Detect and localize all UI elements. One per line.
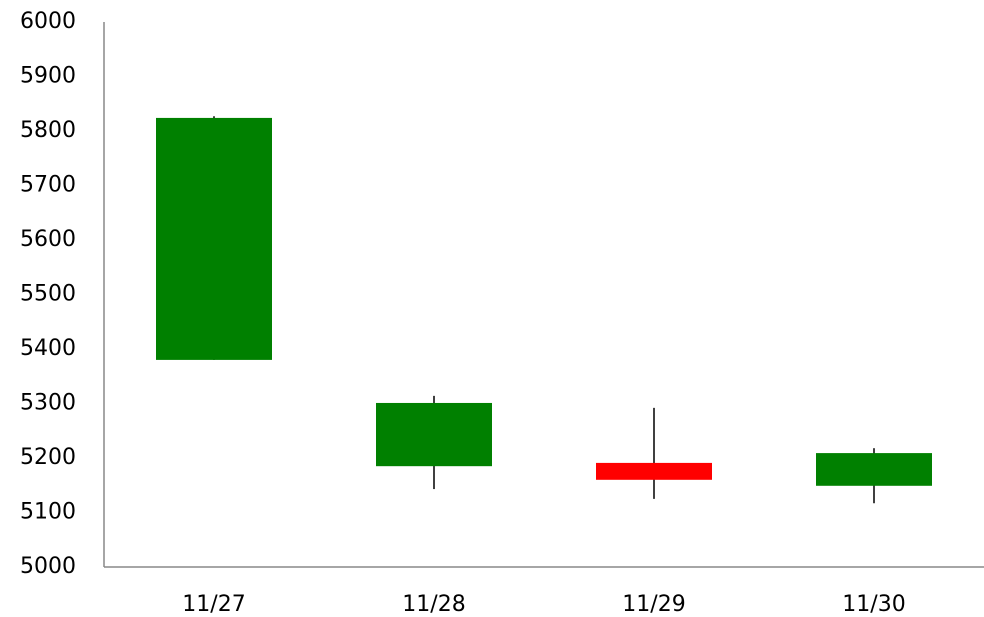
y-tick-label: 5100 bbox=[20, 500, 76, 525]
y-tick-label: 5300 bbox=[20, 391, 76, 416]
y-tick-label: 5000 bbox=[20, 554, 76, 579]
candle-body bbox=[156, 117, 272, 360]
x-tick-label: 11/29 bbox=[622, 592, 685, 617]
candle-body bbox=[376, 402, 492, 467]
y-tick-label: 5900 bbox=[20, 64, 76, 89]
x-tick-label: 11/30 bbox=[842, 592, 905, 617]
y-tick-label: 5700 bbox=[20, 173, 76, 198]
y-tick-label: 5400 bbox=[20, 336, 76, 361]
x-tick-label: 11/28 bbox=[402, 592, 465, 617]
y-tick-label: 6000 bbox=[20, 9, 76, 34]
y-tick-label: 5800 bbox=[20, 118, 76, 143]
candle-body bbox=[596, 462, 712, 480]
candle-body bbox=[816, 453, 932, 486]
y-tick-label: 5500 bbox=[20, 282, 76, 307]
y-tick-label: 5600 bbox=[20, 227, 76, 252]
x-tick-label: 11/27 bbox=[182, 592, 245, 617]
y-tick-label: 5200 bbox=[20, 445, 76, 470]
